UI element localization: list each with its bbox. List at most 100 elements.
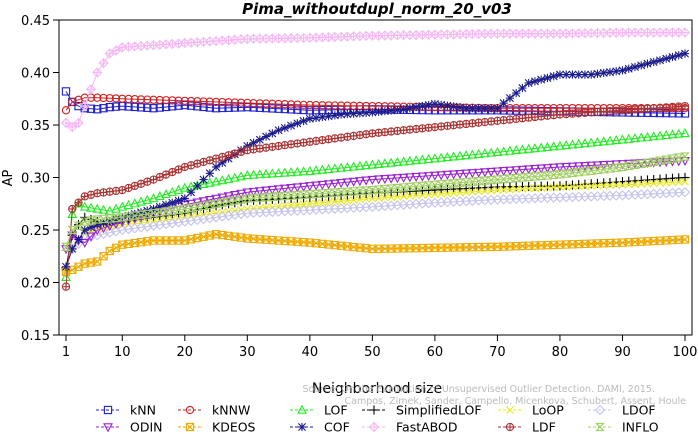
data-point-odin	[411, 172, 422, 183]
data-point-lof	[479, 148, 490, 158]
data-point-lof	[336, 162, 347, 172]
data-point-inflo	[404, 182, 415, 192]
data-point-lof	[279, 167, 290, 177]
data-point-cof	[643, 59, 652, 68]
data-point-knnw	[236, 98, 246, 107]
data-point-fastabod	[79, 100, 90, 112]
data-point-inflo	[348, 187, 359, 196]
data-point-lof	[142, 194, 153, 204]
data-point-loop	[543, 183, 552, 192]
data-point-cof	[362, 108, 371, 117]
data-point-lof	[673, 128, 684, 138]
series-layer	[60, 27, 691, 291]
data-point-knnw	[193, 97, 202, 106]
legend-item-knn: kNN	[96, 403, 156, 418]
data-point-lof	[179, 182, 190, 192]
data-point-knn	[255, 103, 264, 112]
data-point-cof	[205, 169, 214, 178]
data-point-odin	[530, 164, 540, 175]
data-point-lof	[267, 168, 278, 178]
legend-item-odin: ODIN	[96, 420, 163, 434]
data-point-lof	[173, 184, 184, 194]
data-point-knn	[136, 103, 146, 112]
data-point-knnw	[343, 101, 352, 110]
data-point-lof	[79, 201, 90, 211]
data-point-cof	[186, 188, 196, 197]
data-point-inflo	[361, 186, 372, 195]
data-point-odin	[367, 175, 378, 185]
data-point-odin	[292, 183, 303, 193]
data-point-odin	[361, 176, 372, 186]
data-point-cof	[680, 49, 690, 58]
data-point-odin	[323, 180, 334, 190]
data-point-ldf	[255, 144, 264, 153]
data-point-loop	[587, 181, 596, 190]
data-point-ldf	[211, 154, 221, 163]
data-point-ldof	[679, 187, 691, 198]
data-point-knn	[105, 103, 114, 112]
data-point-odin	[342, 178, 353, 188]
data-point-loop	[393, 192, 402, 201]
data-point-knn	[61, 87, 71, 96]
data-point-knn	[299, 105, 308, 115]
data-point-knnw	[268, 99, 277, 108]
data-point-odin	[567, 162, 578, 172]
data-point-inflo	[386, 184, 397, 193]
data-point-loop	[493, 186, 502, 195]
legend-marker-knnw	[185, 405, 195, 415]
data-point-knnw	[530, 104, 540, 113]
data-point-loop	[337, 197, 346, 206]
data-point-odin	[317, 180, 328, 190]
data-point-lof	[148, 193, 159, 203]
data-point-knnw	[224, 98, 233, 107]
data-point-ldf	[405, 125, 415, 134]
data-point-loop	[574, 182, 583, 191]
data-point-inflo	[67, 225, 78, 235]
data-point-knn	[305, 106, 314, 115]
data-point-loop	[299, 200, 308, 209]
legend-label-ldof: LDOF	[622, 403, 656, 418]
legend-item-knnw: kNNW	[178, 403, 250, 418]
data-point-knnw	[336, 101, 346, 110]
data-point-inflo	[111, 213, 121, 223]
data-point-lof	[198, 178, 209, 188]
data-point-lof	[517, 144, 528, 154]
data-point-ldf	[218, 152, 227, 162]
data-point-cof	[393, 105, 402, 114]
data-point-loop	[518, 184, 527, 193]
data-point-lof	[367, 159, 378, 169]
data-point-cof	[274, 126, 283, 135]
data-point-lof	[67, 208, 78, 218]
data-point-odin	[498, 167, 509, 177]
data-point-knnw	[274, 99, 283, 109]
data-point-knn	[243, 103, 252, 112]
data-point-odin	[86, 232, 96, 242]
legend-marker-simplifiedlof	[369, 405, 379, 415]
data-point-loop	[474, 187, 483, 196]
data-point-knnw	[149, 95, 158, 104]
data-point-lof	[461, 150, 472, 160]
data-point-loop	[418, 191, 427, 200]
data-point-knn	[261, 103, 271, 113]
data-point-cof	[68, 244, 77, 253]
data-point-ldf	[236, 147, 246, 157]
legend-marker-fastabod	[368, 421, 380, 433]
data-point-inflo	[98, 214, 109, 224]
data-point-odin	[630, 159, 640, 169]
data-point-loop	[374, 194, 383, 203]
data-point-odin	[311, 181, 322, 191]
data-point-loop	[424, 190, 433, 199]
data-point-knn	[293, 105, 302, 114]
legend-label-kdeos: KDEOS	[212, 420, 256, 434]
data-point-knnw	[130, 95, 139, 104]
legend-label-odin: ODIN	[130, 420, 163, 434]
data-point-odin	[536, 164, 547, 174]
data-point-lof	[254, 169, 265, 179]
data-point-knn	[168, 102, 177, 111]
data-point-inflo	[367, 185, 378, 195]
data-point-inflo	[423, 181, 434, 190]
data-point-lof	[655, 130, 665, 140]
legend-label-knn: kNN	[130, 403, 156, 418]
data-point-odin	[454, 169, 465, 180]
data-point-ldof	[98, 228, 109, 240]
